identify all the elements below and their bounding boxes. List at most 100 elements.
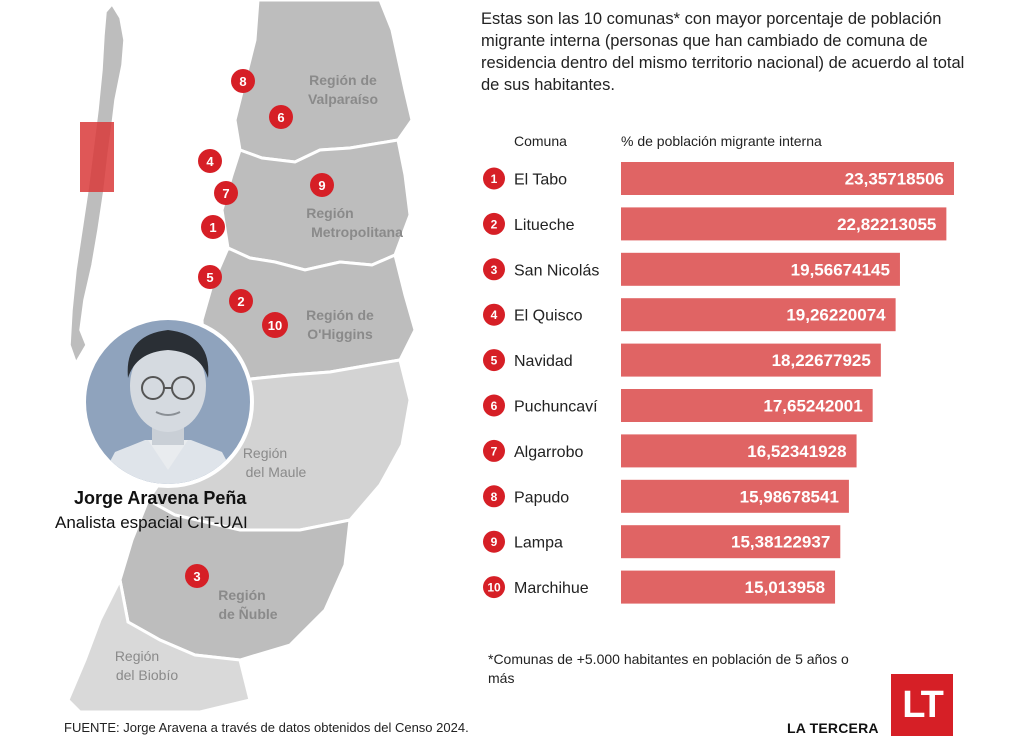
map-marker-4: 4: [198, 149, 222, 173]
rank-badge: [483, 258, 505, 281]
rank-badge: [483, 576, 505, 599]
rank-badge: [483, 167, 505, 190]
column-header-percentage: % de población migrante interna: [621, 133, 822, 149]
region-label-nuble-1: Región: [218, 587, 265, 603]
rank-badge: [483, 530, 505, 553]
bar: [621, 570, 836, 604]
intro-text: Estas son las 10 comunas* con mayor porc…: [481, 10, 965, 94]
source-credit: FUENTE: Jorge Aravena a través de datos …: [64, 720, 469, 735]
map-marker-number: 4: [206, 154, 214, 169]
bar: [621, 525, 841, 559]
bar: [621, 434, 857, 468]
rank-badge: [483, 212, 505, 235]
bar-category-label: Papudo: [514, 489, 569, 506]
bar-category-label: Puchuncaví: [514, 399, 598, 416]
bar-value-label: 19,56674145: [791, 260, 890, 279]
bar: [621, 252, 900, 286]
bar-value-label: 18,22677925: [772, 351, 871, 370]
bar-category-label: Algarrobo: [514, 444, 583, 461]
region-label-nuble-2: de Ñuble: [218, 605, 277, 622]
bar-value-label: 15,98678541: [740, 487, 839, 506]
rank-number: 1: [491, 172, 498, 186]
rank-number: 7: [491, 444, 498, 458]
bar-value-label: 15,013958: [745, 578, 825, 597]
bar-row: 4 El Quisco 19,26220074: [483, 298, 896, 332]
rank-number: 5: [491, 354, 498, 368]
region-label-ohiggins-2: O'Higgins: [307, 326, 373, 342]
region-label-ohiggins-1: Región de: [306, 307, 374, 323]
map-marker-number: 1: [209, 220, 216, 235]
bar: [621, 162, 954, 195]
bar-value-label: 15,38122937: [731, 533, 830, 552]
bar-row: 5 Navidad 18,22677925: [483, 343, 881, 377]
highlight-box: [80, 122, 114, 192]
bar: [621, 298, 896, 332]
rank-number: 4: [491, 308, 498, 322]
map-marker-6: 6: [269, 105, 293, 129]
rank-badge: [483, 485, 505, 508]
bar-value-label: 23,35718506: [845, 170, 944, 189]
rank-badge: [483, 303, 505, 326]
bar-category-label: El Tabo: [514, 172, 567, 189]
rank-badge: [483, 439, 505, 462]
bar-value-label: 16,52341928: [747, 442, 846, 461]
region-map: Región de Valparaíso Región Metropolitan…: [66, 0, 417, 714]
map-marker-1: 1: [201, 215, 225, 239]
rank-number: 9: [491, 535, 498, 549]
bar-row: 7 Algarrobo 16,52341928: [483, 434, 857, 468]
map-region-biobio: [66, 575, 252, 714]
rank-badge: [483, 394, 505, 417]
column-header-comuna: Comuna: [514, 133, 567, 149]
bar: [621, 479, 849, 513]
bar-category-label: El Quisco: [514, 308, 583, 325]
region-label-metropolitana-1: Región: [306, 205, 353, 221]
portrait-avatar: [82, 316, 254, 488]
region-label-maule-2: del Maule: [246, 464, 307, 480]
bar-row: 8 Papudo 15,98678541: [483, 479, 849, 513]
map-marker-3: 3: [185, 564, 209, 588]
map-marker-10: 10: [262, 312, 288, 338]
person-role: Analista espacial CIT-UAI: [55, 513, 248, 532]
footnote: *Comunas de +5.000 habitantes en poblaci…: [488, 651, 849, 686]
map-marker-5: 5: [198, 265, 222, 289]
chile-inset-map: [69, 3, 125, 364]
bar-category-label: Litueche: [514, 217, 575, 234]
bar-row: 9 Lampa 15,38122937: [483, 525, 841, 559]
bar: [621, 207, 947, 241]
rank-number: 3: [491, 263, 498, 277]
bar-row: 2 Litueche 22,82213055: [483, 207, 947, 241]
rank-number: 2: [491, 217, 498, 231]
bar-row: 6 Puchuncaví 17,65242001: [483, 389, 873, 422]
bar-category-label: San Nicolás: [514, 262, 599, 279]
region-label-valparaiso-2: Valparaíso: [308, 91, 378, 107]
map-marker-2: 2: [229, 289, 253, 313]
bar-category-label: Marchihue: [514, 580, 589, 597]
bar-value-label: 22,82213055: [837, 215, 936, 234]
map-marker-number: 10: [268, 318, 282, 333]
brand-logo: LT: [891, 674, 953, 736]
region-label-maule-1: Región: [243, 445, 287, 461]
map-marker-number: 8: [239, 74, 246, 89]
brand-logo-text: LT: [902, 683, 944, 726]
map-marker-9: 9: [310, 173, 334, 197]
map-marker-number: 9: [318, 178, 325, 193]
bar-row: 1 El Tabo 23,35718506: [483, 162, 954, 195]
brand-name: LA TERCERA: [787, 720, 879, 736]
bar-chart: 1 El Tabo 23,35718506 2 Litueche 22,82213055 3…: [483, 162, 954, 604]
rank-number: 10: [487, 581, 501, 595]
map-marker-8: 8: [231, 69, 255, 93]
bar-category-label: Lampa: [514, 535, 563, 552]
region-label-biobio-1: Región: [115, 648, 159, 664]
bar-value-label: 19,26220074: [786, 306, 886, 325]
person-name: Jorge Aravena Peña: [74, 488, 247, 508]
map-marker-number: 2: [237, 294, 244, 309]
map-marker-7: 7: [214, 181, 238, 205]
rank-badge: [483, 349, 505, 372]
map-marker-number: 3: [193, 569, 200, 584]
region-label-metropolitana-2: Metropolitana: [311, 224, 403, 240]
map-marker-number: 6: [277, 110, 284, 125]
bar: [621, 389, 873, 422]
map-marker-number: 5: [206, 270, 213, 285]
bar-row: 3 San Nicolás 19,56674145: [483, 252, 900, 286]
